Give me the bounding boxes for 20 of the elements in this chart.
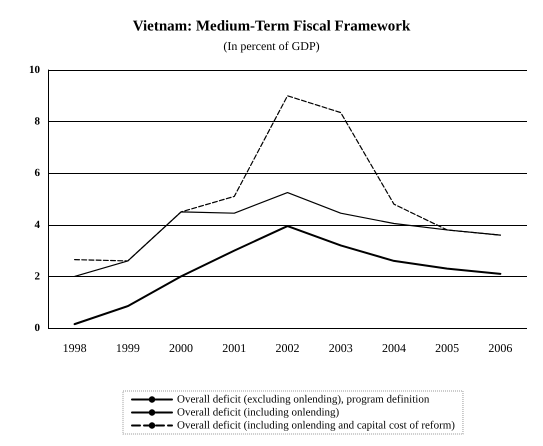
y-tick-label: 10	[29, 64, 40, 76]
legend-label: Overall deficit (excluding onlending), program definition	[177, 394, 430, 406]
legend-label: Overall deficit (including onlending and capital cost of reform)	[177, 420, 456, 432]
x-tick-label: 2003	[328, 341, 353, 355]
x-tick-label: 1999	[116, 341, 140, 355]
y-tick-label: 6	[34, 167, 40, 180]
y-tick-label: 8	[34, 116, 40, 128]
x-tick-label: 2002	[276, 341, 300, 355]
chart-subtitle: (In percent of GDP)	[223, 39, 320, 53]
y-tick-label: 4	[34, 218, 40, 231]
x-tick-label: 1998	[62, 341, 87, 355]
chart-title: Vietnam: Medium-Term Fiscal Framework	[132, 18, 411, 34]
legend-label: Overall deficit (including onlending)	[177, 406, 340, 418]
x-tick-label: 2004	[382, 341, 406, 355]
x-tick-label: 2000	[169, 341, 194, 355]
y-tick-label: 0	[34, 322, 40, 334]
y-tick-label: 2	[34, 270, 40, 282]
x-tick-label: 2001	[222, 341, 246, 355]
x-tick-label: 2006	[488, 341, 512, 355]
x-tick-label: 2005	[435, 341, 460, 355]
